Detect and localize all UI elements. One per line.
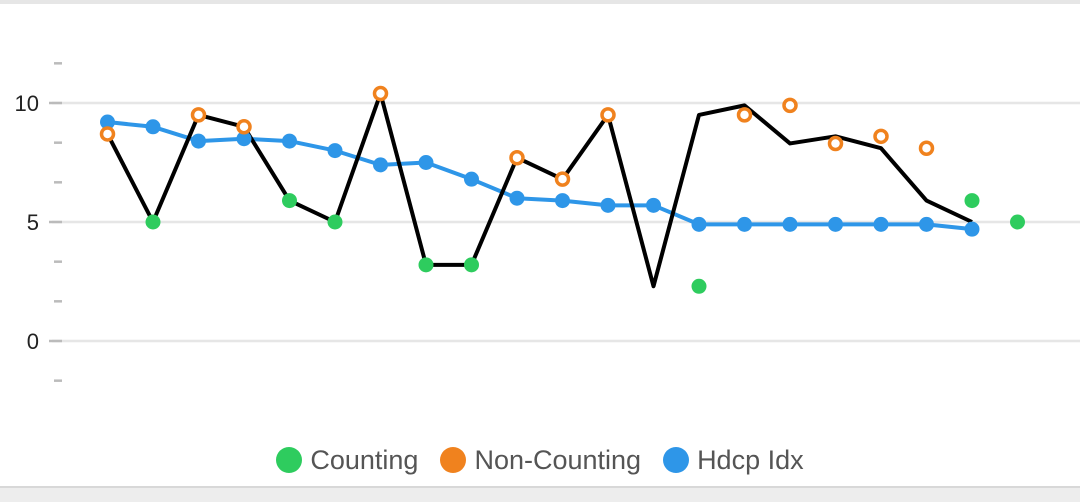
hdcp-idx-point[interactable] xyxy=(145,119,161,135)
score-line xyxy=(105,91,973,289)
non-counting-point[interactable] xyxy=(782,97,798,114)
hdcp-idx-point[interactable] xyxy=(964,221,980,237)
counting-point[interactable] xyxy=(145,214,161,230)
hdcp-idx-point[interactable] xyxy=(191,133,206,149)
legend-item-counting[interactable]: Counting xyxy=(276,445,418,476)
legend-label-counting: Counting xyxy=(310,444,419,475)
legend-item-hdcp-idx[interactable]: Hdcp Idx xyxy=(663,445,804,476)
non-counting-point[interactable] xyxy=(372,85,389,102)
hdcp-idx-point[interactable] xyxy=(737,216,752,232)
non-counting-point[interactable] xyxy=(99,126,116,142)
legend-item-non-counting[interactable]: Non-Counting xyxy=(440,445,641,476)
hdcp-idx-point[interactable] xyxy=(282,133,297,149)
counting-point[interactable] xyxy=(1010,214,1025,230)
hdcp-idx-point[interactable] xyxy=(509,190,525,206)
counting-point[interactable] xyxy=(691,278,707,294)
non-counting-point[interactable] xyxy=(827,135,844,152)
series-lines xyxy=(105,91,973,289)
counting-point[interactable] xyxy=(327,214,343,230)
grid-lines xyxy=(52,101,1080,343)
y-tick-label: 5 xyxy=(27,210,39,235)
hdcp-idx-point[interactable] xyxy=(600,197,616,213)
hdcp-idx-point[interactable] xyxy=(919,216,934,232)
top-border xyxy=(0,0,1080,4)
hdcp-idx-point[interactable] xyxy=(100,114,115,130)
y-axis-ticks: 0 5 10 xyxy=(15,62,62,382)
hdcp-idx-point[interactable] xyxy=(691,216,707,232)
y-tick-label: 0 xyxy=(27,329,39,354)
hdcp-idx-point[interactable] xyxy=(373,157,388,173)
counting-point[interactable] xyxy=(418,257,434,273)
non-counting-point[interactable] xyxy=(190,107,207,123)
legend-marker-hdcp-idx xyxy=(663,447,690,473)
line-chart: 0 5 10 xyxy=(15,62,1080,382)
legend: Counting Non-Counting Hdcp Idx xyxy=(0,442,1080,478)
counting-point[interactable] xyxy=(282,193,297,209)
hdcp-idx-point[interactable] xyxy=(828,216,843,232)
non-counting-point[interactable] xyxy=(600,107,616,123)
legend-marker-counting xyxy=(276,447,303,473)
non-counting-point[interactable] xyxy=(236,119,252,135)
hdcp-idx-point[interactable] xyxy=(236,131,252,147)
y-tick-label: 10 xyxy=(15,91,39,116)
hdcp-idx-point[interactable] xyxy=(782,216,798,232)
legend-label-hdcp-idx: Hdcp Idx xyxy=(697,444,804,475)
series-points xyxy=(99,85,1025,294)
non-counting-point[interactable] xyxy=(918,140,935,156)
non-counting-point[interactable] xyxy=(736,107,753,123)
hdcp-idx-point[interactable] xyxy=(646,197,661,213)
counting-point[interactable] xyxy=(964,193,980,209)
hdcp-idx-point[interactable] xyxy=(464,171,479,187)
hdcp-idx-point[interactable] xyxy=(327,143,343,159)
bottom-bar xyxy=(0,486,1080,502)
non-counting-point[interactable] xyxy=(873,128,889,145)
hdcp-idx-point[interactable] xyxy=(555,193,570,209)
non-counting-point[interactable] xyxy=(509,149,525,166)
counting-point[interactable] xyxy=(464,257,479,273)
hdcp-idx-point[interactable] xyxy=(873,216,889,232)
hdcp-idx-point[interactable] xyxy=(418,155,434,170)
legend-marker-non-counting xyxy=(440,447,467,473)
legend-label-non-counting: Non-Counting xyxy=(474,444,642,475)
non-counting-point[interactable] xyxy=(554,171,571,187)
